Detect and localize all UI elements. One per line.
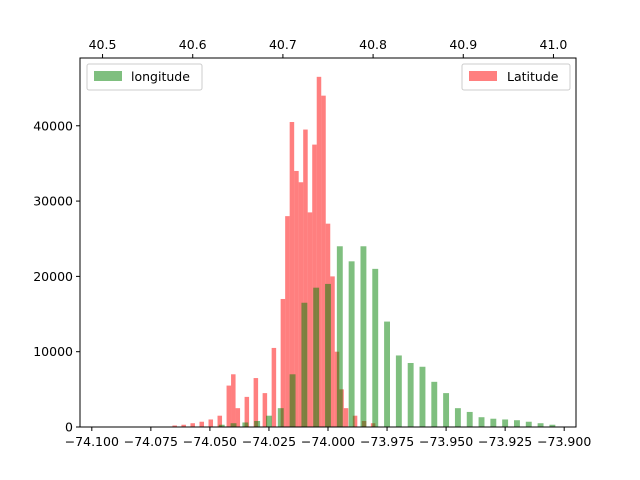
bar-longitude-27 <box>537 423 544 427</box>
legend-latitude: Latitude <box>461 63 571 91</box>
bar-latitude-3 <box>199 421 204 427</box>
bar-latitude-7 <box>231 374 236 427</box>
x-tick-label: −74.100 <box>65 434 119 449</box>
legend-latitude-swatch <box>469 71 497 81</box>
x-tick-label: −73.925 <box>478 434 532 449</box>
bar-longitude-7 <box>301 302 308 427</box>
top-tick-label: 40.9 <box>449 37 477 52</box>
left-axis: 0 10000 20000 30000 40000 <box>33 118 80 435</box>
legend-longitude-box <box>86 63 203 91</box>
bar-latitude-1 <box>181 424 186 427</box>
bar-longitude-28 <box>549 424 556 427</box>
legend-latitude-label: Latitude <box>507 69 559 84</box>
bar-longitude-16 <box>407 362 414 427</box>
bar-longitude-19 <box>443 393 450 427</box>
bar-longitude-3 <box>254 420 261 427</box>
bar-longitude-5 <box>277 408 284 427</box>
bar-latitude-22 <box>321 95 326 428</box>
bar-longitude-18 <box>431 381 438 427</box>
bar-longitude-2 <box>242 422 249 427</box>
bar-longitude-20 <box>454 408 461 427</box>
legend-longitude-label: longitude <box>131 69 190 84</box>
bar-latitude-12 <box>271 347 277 427</box>
top-tick-label: 40.5 <box>89 37 117 52</box>
bar-latitude-17 <box>298 182 304 427</box>
bar-latitude-6 <box>226 385 232 427</box>
bar-longitude-24 <box>502 419 509 427</box>
bar-longitude-6 <box>289 374 296 427</box>
bar-longitude-1 <box>230 423 237 427</box>
x-tick-label: −74.050 <box>183 434 237 449</box>
bar-latitude-4 <box>208 419 214 427</box>
y-tick-label: 40000 <box>33 118 73 133</box>
x-tick-label: −74.075 <box>124 434 178 449</box>
bar-longitude-8 <box>313 287 320 427</box>
bar-latitude-18 <box>303 129 308 428</box>
legend-latitude-box <box>461 63 571 91</box>
bar-latitude-8 <box>235 408 241 427</box>
bar-longitude-22 <box>478 417 485 427</box>
bar-longitude-21 <box>466 411 473 427</box>
bar-latitude-21 <box>316 76 322 427</box>
top-axis: 40.5 40.6 40.7 40.8 40.9 41.0 <box>89 37 568 58</box>
top-tick-label: 40.7 <box>269 37 297 52</box>
top-tick-label: 40.6 <box>179 37 207 52</box>
bar-longitude-0 <box>218 424 225 427</box>
x-tick-label: −73.975 <box>360 434 414 449</box>
bar-latitude-14 <box>285 216 290 427</box>
bottom-axis: −74.100 −74.075 −74.050 −74.025 −74.000 −73.9… <box>65 427 591 449</box>
bar-latitude-13 <box>280 298 286 427</box>
x-tick-label: −74.000 <box>301 434 355 449</box>
bar-longitude-14 <box>384 321 390 427</box>
bar-latitude-9 <box>244 396 250 427</box>
bars-layer <box>172 76 556 428</box>
bar-longitude-15 <box>395 355 402 427</box>
bar-latitude-27 <box>343 408 349 427</box>
x-tick-label: −73.950 <box>419 434 473 449</box>
bar-latitude-24 <box>330 276 335 427</box>
legend-longitude-swatch <box>94 71 122 81</box>
bar-latitude-19 <box>307 212 313 427</box>
bar-longitude-17 <box>419 366 426 427</box>
bar-longitude-4 <box>266 415 272 427</box>
x-tick-label: −73.900 <box>537 434 591 449</box>
bar-latitude-28 <box>352 415 358 427</box>
top-tick-label: 41.0 <box>540 37 568 52</box>
bar-latitude-0 <box>172 425 177 427</box>
y-tick-label: 0 <box>65 420 73 435</box>
bar-longitude-9 <box>325 283 331 427</box>
bar-latitude-20 <box>312 144 317 427</box>
bar-latitude-5 <box>217 415 223 427</box>
bar-latitude-11 <box>262 393 268 427</box>
y-tick-label: 10000 <box>33 344 73 359</box>
top-tick-label: 40.8 <box>359 37 387 52</box>
bar-longitude-12 <box>360 246 367 427</box>
x-tick-label: −74.025 <box>242 434 296 449</box>
legend-longitude: longitude <box>86 63 203 91</box>
bar-latitude-10 <box>253 378 259 427</box>
bar-longitude-11 <box>348 261 355 427</box>
bar-longitude-26 <box>525 421 532 427</box>
bar-latitude-16 <box>294 170 299 427</box>
bar-longitude-13 <box>372 268 379 427</box>
bar-longitude-23 <box>490 418 497 427</box>
y-tick-label: 20000 <box>33 269 73 284</box>
bar-latitude-15 <box>289 122 295 427</box>
bar-latitude-2 <box>190 423 195 427</box>
y-tick-label: 30000 <box>33 194 73 209</box>
bar-longitude-10 <box>336 246 343 427</box>
bar-longitude-25 <box>514 420 520 427</box>
